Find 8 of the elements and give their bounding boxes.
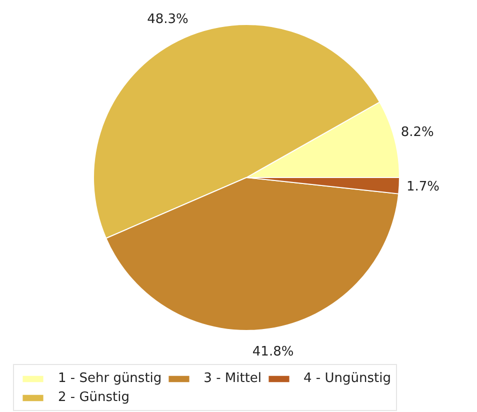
legend-label: 4 - Ungünstig: [304, 370, 391, 386]
data-label: 41.8%: [252, 344, 294, 360]
data-label: 1.7%: [406, 179, 440, 194]
legend-label: 3 - Mittel: [204, 370, 262, 386]
data-label: 48.3%: [147, 12, 188, 27]
data-label: 8.2%: [400, 124, 434, 140]
legend-label: 2 - Günstig: [58, 389, 130, 405]
legend-label: 1 - Sehr günstig: [58, 370, 162, 386]
